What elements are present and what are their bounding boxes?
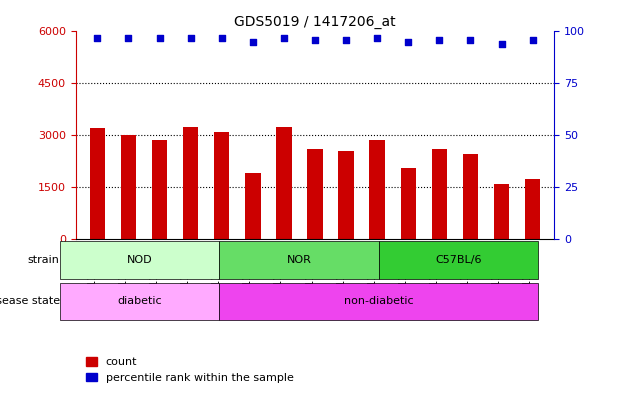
Bar xyxy=(338,151,354,239)
Bar xyxy=(121,135,136,239)
Legend: count, percentile rank within the sample: count, percentile rank within the sample xyxy=(81,353,298,387)
Bar xyxy=(307,149,323,239)
Title: GDS5019 / 1417206_at: GDS5019 / 1417206_at xyxy=(234,15,396,29)
Bar xyxy=(152,140,168,239)
Point xyxy=(279,35,289,41)
Point xyxy=(403,39,413,45)
Bar xyxy=(276,127,292,239)
Point xyxy=(310,37,320,43)
Bar xyxy=(214,132,229,239)
Bar xyxy=(494,184,509,239)
Text: strain: strain xyxy=(28,255,60,265)
Point xyxy=(496,41,507,47)
Point xyxy=(123,35,134,41)
Bar xyxy=(369,140,385,239)
Bar xyxy=(89,129,105,239)
Bar xyxy=(462,154,478,239)
FancyBboxPatch shape xyxy=(219,241,379,279)
FancyBboxPatch shape xyxy=(219,283,539,320)
Bar xyxy=(432,149,447,239)
Text: C57BL/6: C57BL/6 xyxy=(435,255,482,265)
Point xyxy=(466,37,476,43)
Text: disease state: disease state xyxy=(0,296,60,307)
FancyBboxPatch shape xyxy=(60,283,219,320)
Bar xyxy=(183,127,198,239)
Point xyxy=(154,35,164,41)
Bar xyxy=(401,168,416,239)
Bar xyxy=(245,173,261,239)
Point xyxy=(372,35,382,41)
Text: NOD: NOD xyxy=(127,255,152,265)
Point xyxy=(186,35,196,41)
Point xyxy=(434,37,444,43)
Point xyxy=(217,35,227,41)
Text: diabetic: diabetic xyxy=(117,296,162,307)
Text: NOR: NOR xyxy=(287,255,311,265)
Text: non-diabetic: non-diabetic xyxy=(344,296,414,307)
Point xyxy=(341,37,351,43)
Point xyxy=(527,37,537,43)
FancyBboxPatch shape xyxy=(379,241,539,279)
Point xyxy=(248,39,258,45)
Bar xyxy=(525,178,541,239)
Point xyxy=(93,35,103,41)
FancyBboxPatch shape xyxy=(60,241,219,279)
